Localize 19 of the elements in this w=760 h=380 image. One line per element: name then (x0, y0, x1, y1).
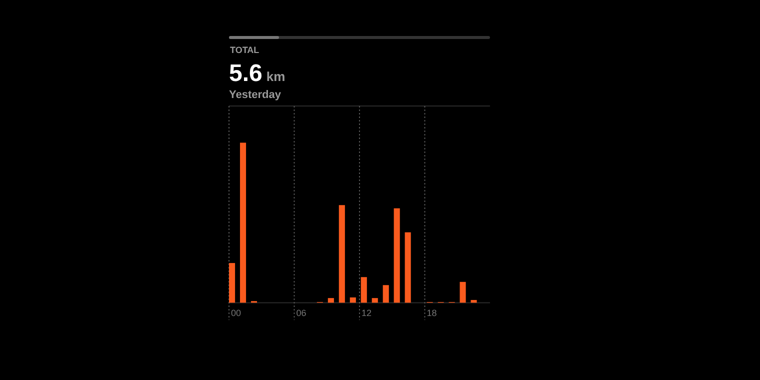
chart-subtitle: Yesterday (229, 89, 282, 101)
bar (328, 298, 334, 303)
text: TOTAL (230, 45, 260, 55)
bar (229, 263, 236, 303)
bar (460, 282, 466, 303)
bar (338, 205, 345, 303)
bar (382, 285, 389, 303)
bar (240, 142, 246, 303)
x-tick-label: 06 (296, 308, 306, 318)
bar (372, 298, 378, 303)
x-tick-label: 00 (231, 308, 242, 318)
bar (360, 277, 367, 303)
bar (394, 208, 400, 303)
x-tick-label: 18 (426, 308, 437, 318)
bar (470, 300, 477, 303)
x-tick-label: 12 (362, 308, 372, 318)
bar (404, 232, 411, 303)
bar (350, 297, 356, 303)
chart-title: 5.6 km (229, 60, 286, 87)
